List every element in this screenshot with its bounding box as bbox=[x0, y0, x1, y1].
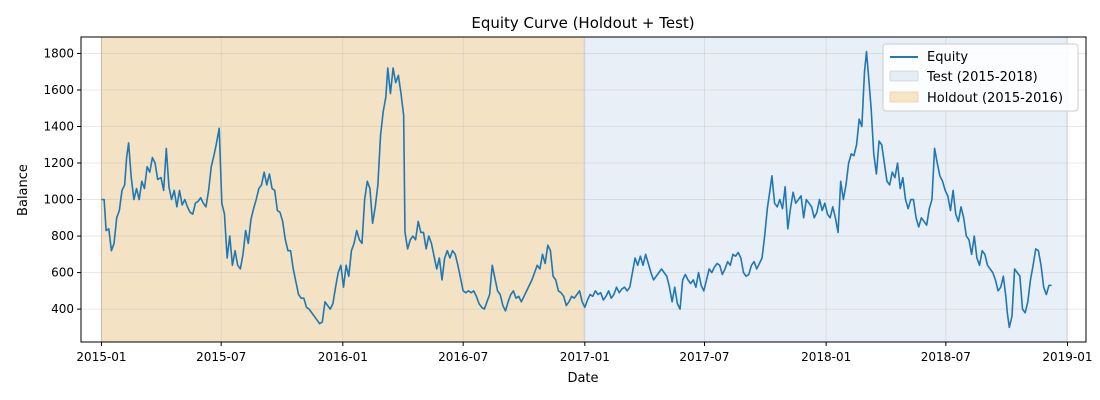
legend-swatch-test bbox=[889, 70, 919, 82]
x-axis-title: Date bbox=[567, 371, 598, 386]
x-axis: 2015-01 2015-07 2016-01 2016-07 2017-01 2017-… bbox=[76, 342, 1093, 364]
y-tick-label: 800 bbox=[51, 229, 74, 243]
x-tick-label: 2018-07 bbox=[921, 350, 971, 364]
y-tick-label: 1000 bbox=[43, 193, 74, 207]
x-tick-label: 2018-01 bbox=[801, 350, 851, 364]
legend: Equity Test (2015-2018) Holdout (2015-20… bbox=[882, 43, 1079, 112]
legend-label-test: Test (2015-2018) bbox=[926, 70, 1038, 85]
y-tick-label: 1600 bbox=[43, 83, 74, 97]
legend-swatch-holdout bbox=[889, 91, 919, 103]
legend-label-equity: Equity bbox=[927, 50, 968, 65]
y-tick-label: 1400 bbox=[43, 119, 74, 133]
x-tick-label: 2016-07 bbox=[438, 350, 488, 364]
region-holdout bbox=[101, 37, 585, 342]
series-line-equity bbox=[101, 50, 1052, 329]
x-tick-label: 2019-01 bbox=[1042, 350, 1092, 364]
x-tick-label: 2017-01 bbox=[560, 350, 610, 364]
y-tick-label: 1800 bbox=[43, 46, 74, 60]
plot-frame bbox=[80, 36, 1087, 343]
x-tick-label: 2016-01 bbox=[318, 350, 368, 364]
y-axis: 400 600 800 1000 1200 1400 1600 1800 bbox=[43, 46, 81, 316]
legend-label-holdout: Holdout (2015-2016) bbox=[927, 91, 1063, 106]
chart-title: Equity Curve (Holdout + Test) bbox=[471, 14, 694, 32]
y-tick-label: 600 bbox=[51, 266, 74, 280]
y-tick-label: 400 bbox=[51, 302, 74, 316]
x-tick-label: 2017-07 bbox=[679, 350, 729, 364]
y-tick-label: 1200 bbox=[43, 156, 74, 170]
x-tick-label: 2015-01 bbox=[76, 350, 126, 364]
x-tick-label: 2015-07 bbox=[196, 350, 246, 364]
legend-box bbox=[882, 43, 1079, 112]
y-axis-title: Balance bbox=[16, 164, 31, 216]
series-layer bbox=[101, 50, 1052, 329]
